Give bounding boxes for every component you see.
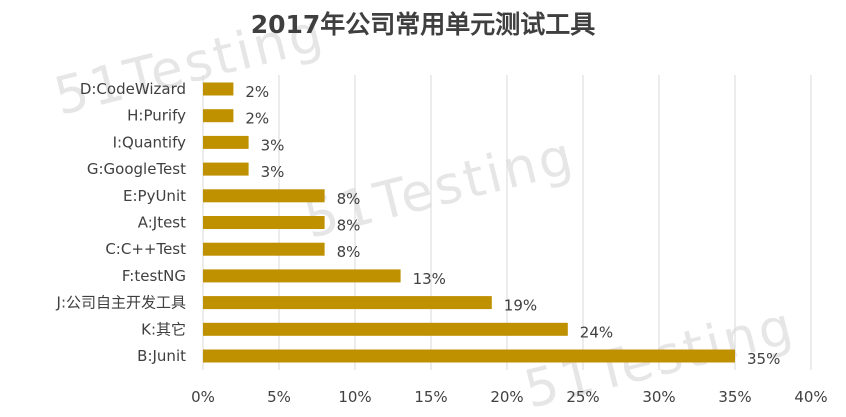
- bar: [203, 189, 325, 203]
- x-tick-label: 40%: [794, 388, 827, 406]
- x-tick-label: 15%: [414, 388, 447, 406]
- bar: [203, 322, 568, 336]
- x-tick-label: 5%: [267, 388, 291, 406]
- x-tick-label: 25%: [566, 388, 599, 406]
- x-tick-label: 35%: [718, 388, 751, 406]
- x-tick-label: 30%: [642, 388, 675, 406]
- gridlines: [202, 75, 812, 370]
- chart-title: 2017年公司常用单元测试工具: [251, 10, 596, 39]
- category-label: D:CodeWizard: [80, 80, 186, 98]
- bar: [203, 296, 492, 310]
- bar: [203, 135, 249, 149]
- data-label: 8%: [337, 243, 361, 261]
- data-label: 19%: [504, 297, 537, 315]
- data-label: 3%: [261, 136, 285, 154]
- category-label: B:Junit: [137, 347, 186, 365]
- bars: [203, 82, 735, 363]
- bar: [203, 349, 735, 363]
- category-label: K:其它: [141, 320, 186, 338]
- category-labels: D:CodeWizard H:Purify I:Quantify G:GoogleTe…: [56, 80, 187, 365]
- x-tick-label: 20%: [490, 388, 523, 406]
- bar: [203, 109, 234, 123]
- x-tick-label: 10%: [338, 388, 371, 406]
- bar: [203, 269, 401, 283]
- category-label: I:Quantify: [113, 133, 187, 151]
- data-label: 13%: [413, 270, 446, 288]
- category-label: J:公司自主开发工具: [56, 294, 186, 312]
- data-labels: 2% 2% 3% 3% 8% 8% 8% 13% 19% 24% 35%: [245, 83, 780, 368]
- data-label: 3%: [261, 163, 285, 181]
- data-label: 8%: [337, 190, 361, 208]
- bar: [203, 82, 234, 96]
- category-label: F:testNG: [122, 267, 186, 285]
- category-label: E:PyUnit: [123, 187, 186, 205]
- data-label: 35%: [747, 350, 780, 368]
- category-label: H:Purify: [127, 107, 186, 125]
- bar: [203, 162, 249, 176]
- category-label: C:C++Test: [105, 240, 186, 258]
- x-tick-label: 0%: [191, 388, 215, 406]
- bar: [203, 216, 325, 229]
- category-label: A:Jtest: [138, 214, 186, 232]
- data-label: 2%: [245, 83, 269, 101]
- data-label: 2%: [245, 110, 269, 128]
- data-label: 8%: [337, 217, 361, 235]
- x-axis-tick-labels: 0% 5% 10% 15% 20% 25% 30% 35% 40%: [191, 388, 828, 406]
- bar: [203, 242, 325, 256]
- data-label: 24%: [580, 323, 613, 341]
- category-label: G:GoogleTest: [87, 160, 186, 178]
